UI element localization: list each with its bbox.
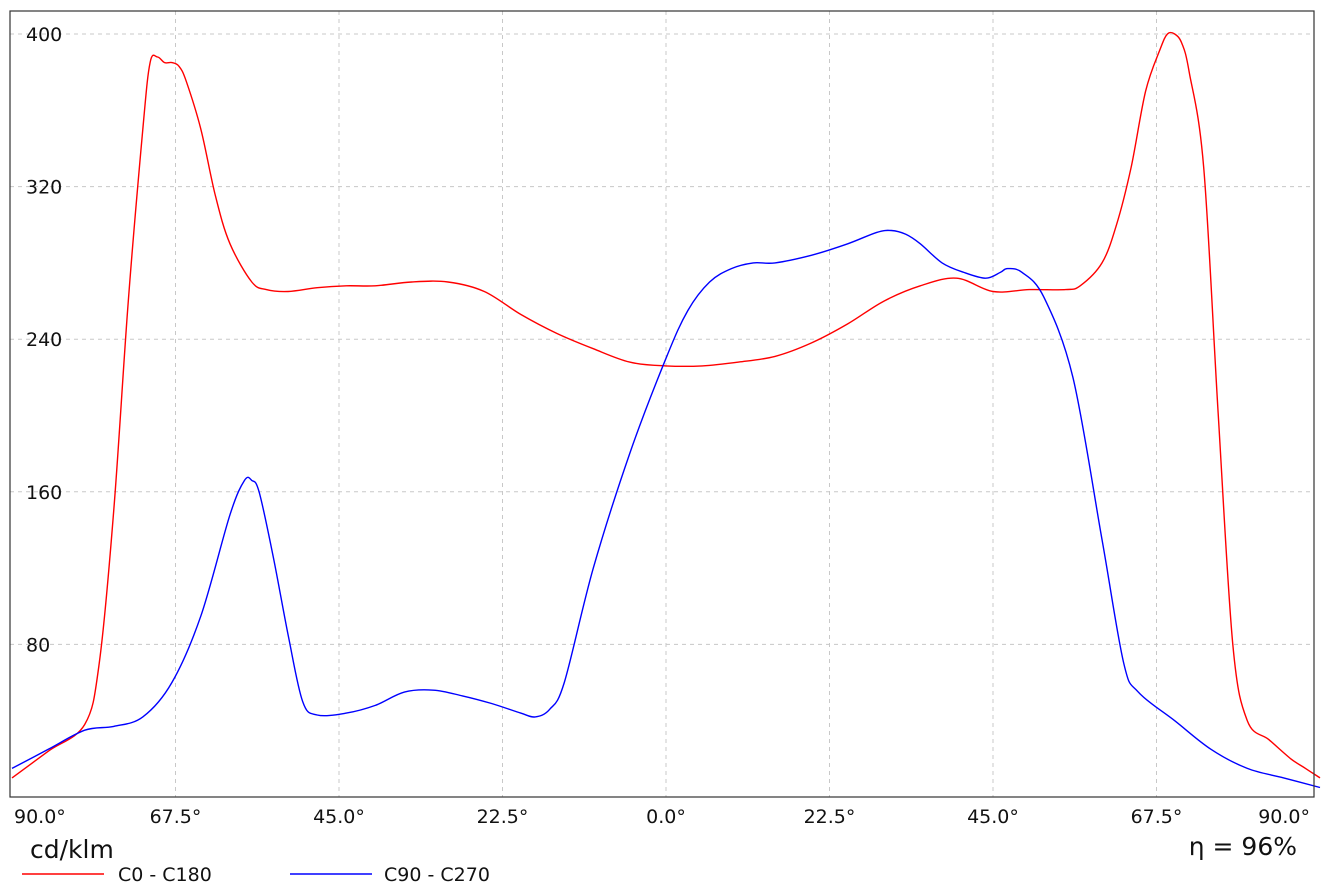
legend-label-c0-c180: C0 - C180 xyxy=(118,864,212,886)
series-group xyxy=(11,31,1321,789)
x-tick-label: 45.0° xyxy=(967,806,1019,828)
legend: C0 - C180 C90 - C270 xyxy=(22,864,490,886)
x-tick-label: 67.5° xyxy=(1131,806,1183,828)
x-tick-label: 67.5° xyxy=(150,806,202,828)
plot-frame xyxy=(9,10,1315,798)
efficiency-label: η = 96% xyxy=(1189,832,1297,861)
unit-label: cd/klm xyxy=(30,835,114,864)
series-line-c90-c270 xyxy=(11,229,1321,789)
y-tick-label: 160 xyxy=(26,482,62,504)
legend-label-c90-c270: C90 - C270 xyxy=(384,864,490,886)
x-tick-label: 22.5° xyxy=(804,806,856,828)
x-tick-label: 90.0° xyxy=(14,806,66,828)
x-tick-labels: 90.0° 67.5° 45.0° 22.5° 0.0° 22.5° 45.0° 67.5° 9… xyxy=(14,806,1310,828)
y-tick-labels: 400 320 240 160 80 xyxy=(26,24,62,656)
x-tick-label: 90.0° xyxy=(1258,806,1310,828)
series-line-c0-c180 xyxy=(11,31,1321,779)
y-tick-label: 80 xyxy=(26,634,50,656)
x-tick-label: 0.0° xyxy=(646,806,686,828)
grid xyxy=(10,11,1314,797)
y-tick-label: 400 xyxy=(26,24,62,46)
x-tick-label: 45.0° xyxy=(313,806,365,828)
x-tick-label: 22.5° xyxy=(477,806,529,828)
y-tick-label: 240 xyxy=(26,329,62,351)
y-tick-label: 320 xyxy=(26,177,62,199)
